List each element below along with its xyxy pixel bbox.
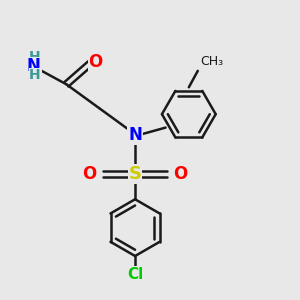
Text: H: H — [29, 68, 41, 82]
Text: O: O — [82, 165, 97, 183]
Text: CH₃: CH₃ — [200, 56, 223, 68]
Text: Cl: Cl — [127, 267, 143, 282]
Text: O: O — [173, 165, 188, 183]
Text: H: H — [29, 50, 41, 64]
Text: N: N — [128, 126, 142, 144]
Text: N: N — [27, 57, 40, 75]
Text: O: O — [88, 53, 103, 71]
Text: S: S — [129, 165, 142, 183]
